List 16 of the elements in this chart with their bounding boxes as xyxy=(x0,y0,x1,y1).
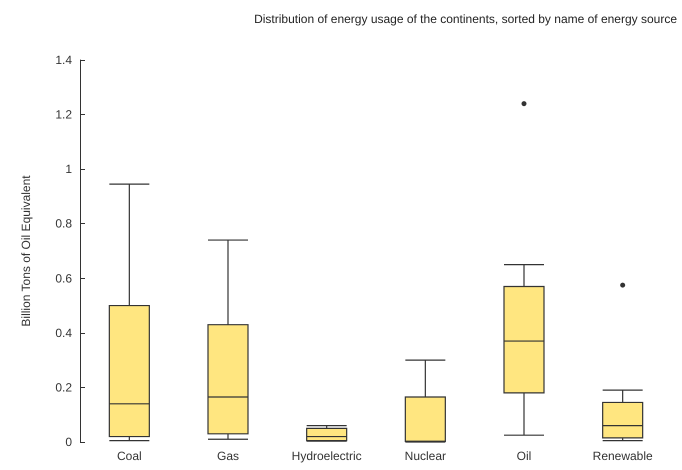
x-tick-label: Gas xyxy=(216,449,240,463)
x-tick-label: Oil xyxy=(516,449,532,463)
y-tick-label: 0 xyxy=(65,435,72,449)
x-tick-label: Renewable xyxy=(592,449,654,463)
y-tick-label: 0.6 xyxy=(55,271,72,286)
y-axis-title: Billion Tons of Oil Equivalent xyxy=(19,174,33,327)
y-tick-label: 1 xyxy=(65,162,72,176)
chart-title: Distribution of energy usage of the continents, sorted by name of energy source xyxy=(254,12,678,26)
x-tick-label: Coal xyxy=(116,449,142,463)
x-tick-label: Nuclear xyxy=(404,449,446,463)
y-tick-label: 0.2 xyxy=(55,380,72,394)
y-tick-label: 1.2 xyxy=(55,108,72,122)
y-tick-label: 0.8 xyxy=(55,216,72,231)
y-tick-label: 0.4 xyxy=(55,326,72,340)
x-tick-label: Hydroelectric xyxy=(292,449,362,463)
y-tick-label: 1.4 xyxy=(55,53,72,67)
